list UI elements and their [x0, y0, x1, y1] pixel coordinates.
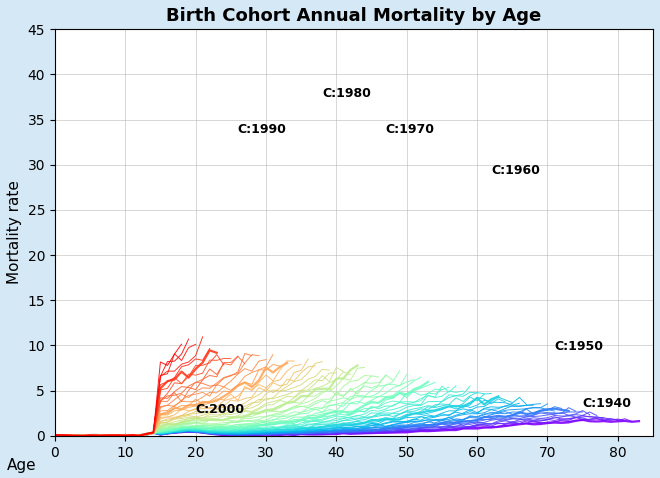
Y-axis label: Mortality rate: Mortality rate — [7, 181, 22, 284]
Title: Birth Cohort Annual Mortality by Age: Birth Cohort Annual Mortality by Age — [166, 7, 542, 25]
Text: C:1950: C:1950 — [554, 340, 603, 353]
Text: C:1960: C:1960 — [491, 164, 540, 177]
X-axis label: Age: Age — [7, 458, 37, 473]
Text: C:1940: C:1940 — [583, 397, 632, 410]
Text: C:2000: C:2000 — [195, 403, 245, 416]
Text: C:1980: C:1980 — [322, 87, 371, 100]
Text: C:1970: C:1970 — [385, 123, 435, 136]
Text: C:1990: C:1990 — [238, 123, 286, 136]
